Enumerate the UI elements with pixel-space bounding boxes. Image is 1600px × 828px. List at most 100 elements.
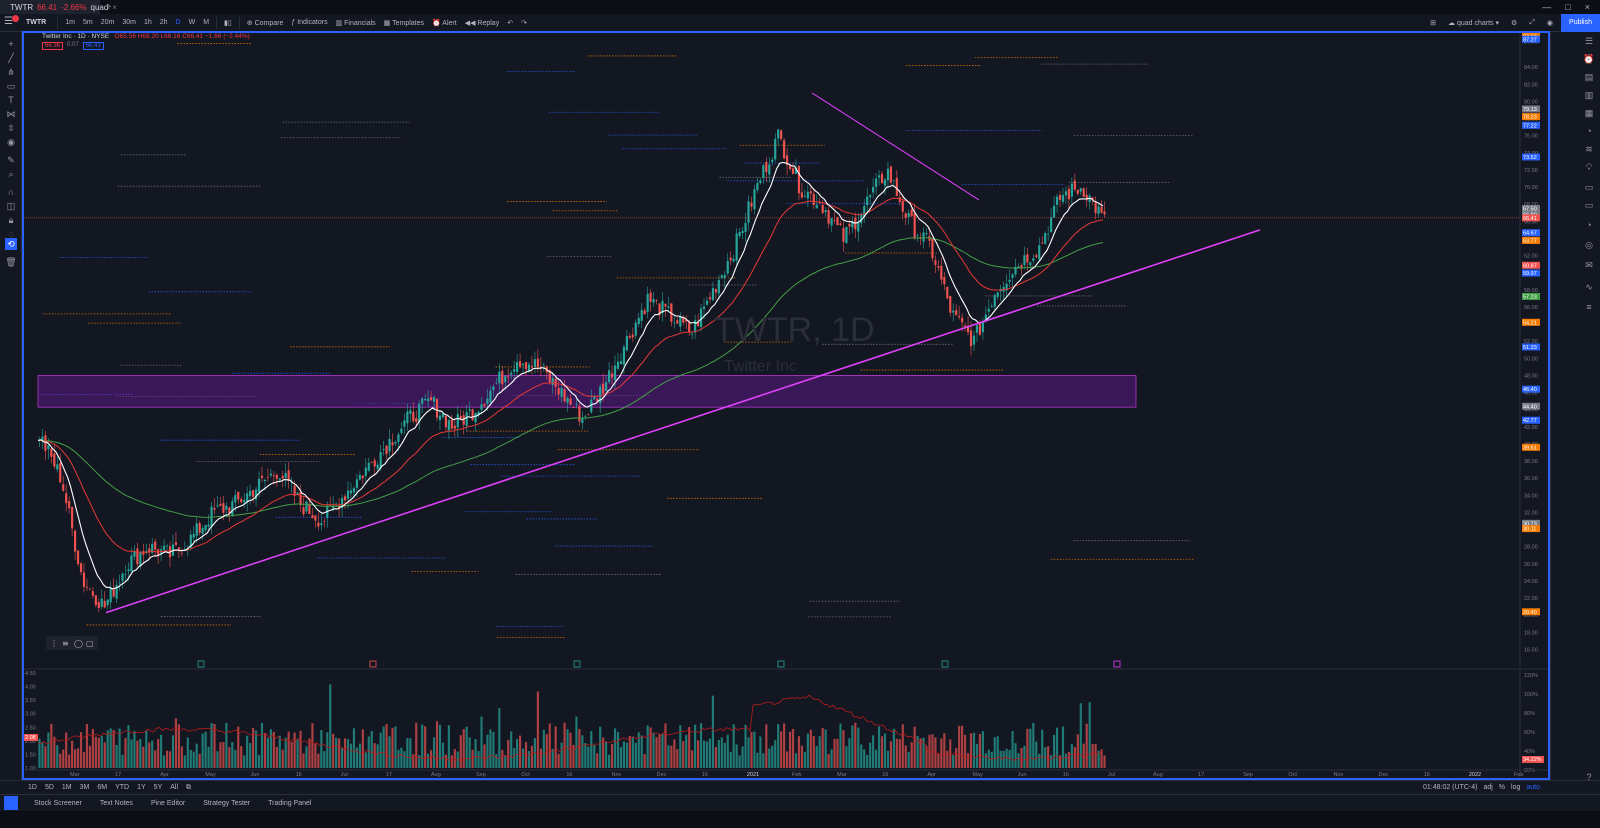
help-icon[interactable]: ?: [1586, 772, 1592, 782]
messages-icon[interactable]: ✉: [1585, 260, 1593, 270]
range-all[interactable]: All: [170, 784, 179, 791]
volume-bar: [972, 732, 976, 768]
trendline-icon[interactable]: ╱: [8, 53, 14, 63]
broadcast-icon[interactable]: ◎: [1585, 240, 1593, 250]
drag-handle-icon[interactable]: ⋮: [50, 639, 58, 648]
lightbulb-icon[interactable]: 💡︎: [1585, 162, 1593, 172]
price-chart[interactable]: TWTR, 1D Twitter Inc 87.0084.0082.0080.0…: [24, 33, 1548, 778]
ascending-trendline[interactable]: [105, 229, 1261, 614]
panel-stock-screener[interactable]: Stock Screener: [34, 799, 82, 807]
indicators-button[interactable]: ƒ Indicators: [291, 19, 328, 26]
range-5d[interactable]: 5D: [44, 784, 54, 791]
range-1d[interactable]: 1D: [28, 784, 37, 791]
close-window-icon[interactable]: ×: [1584, 2, 1590, 12]
symbol-search[interactable]: TWTR: [26, 19, 47, 26]
pitchfork-icon[interactable]: ⋔: [7, 67, 15, 77]
layout-icon[interactable]: ⊞: [1430, 19, 1437, 27]
interval-W[interactable]: W: [188, 19, 196, 26]
streams-icon[interactable]: ≋: [1585, 144, 1593, 154]
lock-icon[interactable]: 🔒︎: [8, 215, 14, 225]
interval-2h[interactable]: 2h: [159, 19, 168, 26]
data-window-icon[interactable]: ▤: [1584, 72, 1594, 82]
pattern-icon[interactable]: ⋈: [6, 109, 16, 119]
minimize-icon[interactable]: —: [1542, 2, 1552, 12]
floating-drawing-toolbar[interactable]: ⋮ ≡ ◯ ▢: [46, 636, 98, 650]
calendar-icon[interactable]: ▦: [1584, 108, 1594, 118]
new-tab-icon[interactable]: +: [106, 1, 112, 13]
range-3m[interactable]: 3M: [79, 784, 90, 791]
chart-pane[interactable]: [22, 31, 1550, 780]
interval-M[interactable]: M: [203, 19, 210, 26]
main-menu-icon[interactable]: ☰: [4, 16, 13, 27]
go-to-date-icon[interactable]: ⧉: [186, 783, 192, 791]
watchlist-icon[interactable]: ☰: [1584, 36, 1594, 46]
publish-button[interactable]: Publish: [1561, 13, 1600, 32]
ideas-icon[interactable]: ◔: [1586, 126, 1592, 136]
interval-D[interactable]: D: [175, 19, 181, 26]
list-icon[interactable]: ≡: [1586, 302, 1592, 312]
descending-trendline[interactable]: [811, 92, 980, 201]
clock[interactable]: 01:48:02 (UTC-4): [1422, 784, 1478, 791]
eye-icon[interactable]: ◉: [7, 137, 15, 147]
close-tab-icon[interactable]: ×: [112, 2, 117, 12]
buy-price[interactable]: 66.43: [82, 42, 104, 50]
interval-30m[interactable]: 30m: [122, 19, 136, 26]
range-ytd[interactable]: YTD: [115, 784, 130, 791]
panel-strategy-tester[interactable]: Strategy Tester: [203, 799, 251, 807]
log-toggle[interactable]: log: [1511, 784, 1521, 791]
alerts-icon[interactable]: ⏰: [1583, 54, 1595, 64]
lock-drawing-icon[interactable]: ◫: [6, 201, 16, 211]
rect-icon[interactable]: ▢: [86, 639, 94, 648]
interval-5m[interactable]: 5m: [82, 19, 93, 26]
range-6m[interactable]: 6M: [97, 784, 108, 791]
interval-1h[interactable]: 1h: [143, 19, 152, 26]
replay-button[interactable]: ◀◀ Replay: [464, 19, 500, 27]
chat-icon[interactable]: ▭: [1584, 182, 1594, 192]
compare-button[interactable]: ⊕ Compare: [246, 19, 284, 27]
candle: [237, 491, 240, 500]
hotlists-icon[interactable]: ▥: [1584, 90, 1594, 100]
notifications-icon[interactable]: ◔: [1586, 220, 1592, 230]
redo-icon[interactable]: ↷: [521, 19, 527, 27]
settings-icon[interactable]: ⚙: [1511, 19, 1518, 27]
browser-tab[interactable]: TWTR 66.41 -2.66% quad ×: [0, 0, 117, 14]
magnet-icon[interactable]: ∩: [7, 187, 15, 197]
panel-text-notes[interactable]: Text Notes: [99, 799, 133, 807]
auto-toggle[interactable]: auto: [1526, 784, 1540, 791]
interval-20m[interactable]: 20m: [100, 19, 115, 26]
panel-pine-editor[interactable]: Pine Editor: [150, 799, 186, 807]
range-1m[interactable]: 1M: [61, 784, 72, 791]
sync-drawings-icon[interactable]: ⟲: [5, 238, 17, 250]
alert-button[interactable]: ⏰ Alert: [432, 19, 457, 27]
camera-icon[interactable]: ◉: [1546, 19, 1554, 27]
panel-trading-panel[interactable]: Trading Panel: [268, 799, 312, 807]
layout-name-button[interactable]: ☁ quad charts ▾: [1448, 19, 1500, 27]
chart-line-icon[interactable]: ∿: [1585, 282, 1593, 292]
lines-icon[interactable]: ≡: [62, 639, 69, 648]
panel-toggle-icon[interactable]: [4, 796, 18, 810]
text-icon[interactable]: T: [8, 95, 14, 105]
rectangle-icon[interactable]: ▭: [6, 81, 16, 91]
supply-demand-zone[interactable]: [37, 375, 1137, 408]
bid-ask[interactable]: 66.36 0.07 66.43: [42, 42, 104, 50]
percent-toggle[interactable]: %: [1498, 784, 1506, 791]
measure-icon[interactable]: ⇳: [7, 123, 15, 133]
zoom-icon[interactable]: ⌕: [8, 169, 14, 179]
interval-1m[interactable]: 1m: [65, 19, 75, 26]
candles-icon[interactable]: ▮▯: [224, 19, 232, 27]
brush-icon[interactable]: ✎: [7, 155, 15, 165]
range-5y[interactable]: 5Y: [153, 784, 163, 791]
financials-button[interactable]: ▥ Financials: [335, 19, 376, 27]
fullscreen-icon[interactable]: ⤢: [1529, 18, 1535, 26]
hide-icon[interactable]: ◌: [8, 229, 14, 239]
sell-price[interactable]: 66.36: [42, 42, 64, 50]
ellipse-icon[interactable]: ◯: [74, 639, 83, 648]
range-1y[interactable]: 1Y: [137, 784, 146, 791]
trash-icon[interactable]: 🗑︎: [5, 257, 17, 267]
crosshair-icon[interactable]: +: [8, 39, 14, 49]
templates-button[interactable]: ▦ Templates: [383, 19, 424, 27]
adj-toggle[interactable]: adj: [1483, 784, 1493, 791]
undo-icon[interactable]: ↶: [507, 19, 514, 27]
chat2-icon[interactable]: ▭: [1584, 200, 1594, 210]
maximize-icon[interactable]: □: [1565, 2, 1571, 12]
